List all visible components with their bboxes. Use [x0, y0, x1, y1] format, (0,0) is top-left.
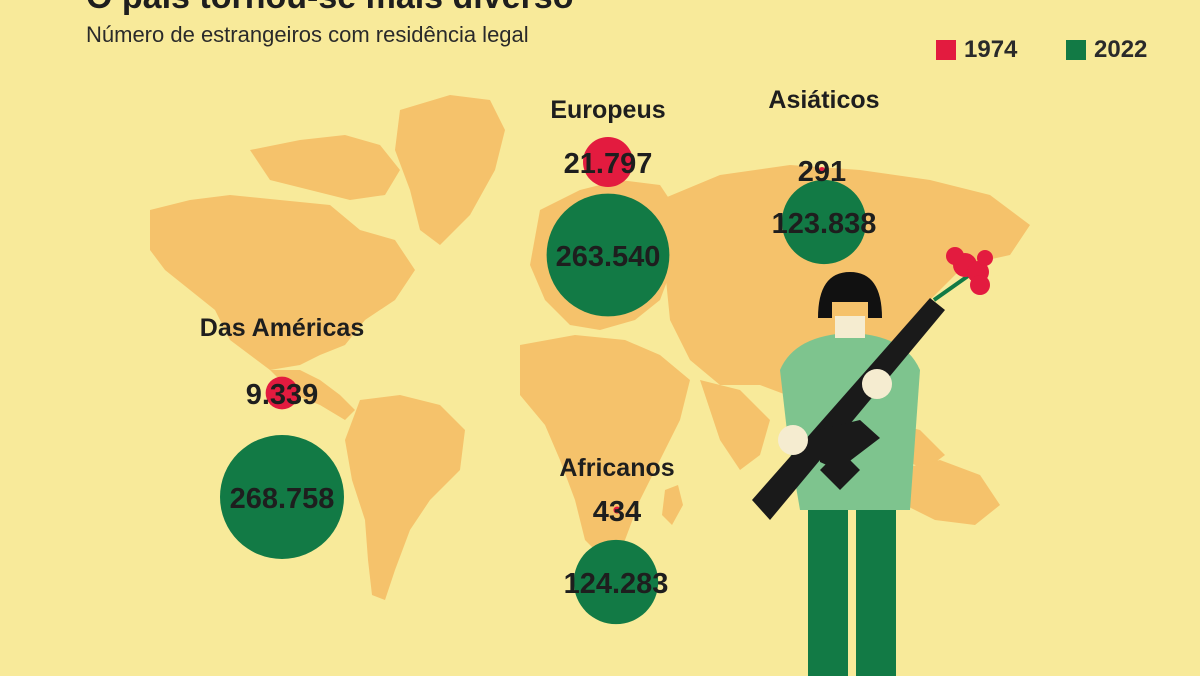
soldier-illustration [752, 247, 993, 676]
legend-label-1974: 1974 [964, 36, 1018, 63]
value-2022-das-americas: 268.758 [230, 483, 335, 515]
legend-swatch-2022 [1066, 40, 1086, 60]
soldier-hand-upper [862, 369, 892, 399]
value-1974-asiaticos: 291 [798, 156, 846, 188]
chart-title: O país tornou-se mais diverso [86, 0, 573, 17]
region-label-das-americas: Das Américas [200, 314, 364, 342]
soldier-left-leg [808, 506, 848, 676]
chart-subtitle: Número de estrangeiros com residência le… [86, 22, 529, 47]
rifle-icon [752, 298, 945, 520]
bubble-1974-asiaticos [819, 167, 825, 173]
bubble-1974-das-americas [265, 376, 299, 410]
value-1974-das-americas: 9.339 [246, 379, 319, 411]
carnation-stem [932, 274, 970, 302]
region-label-europeus: Europeus [550, 96, 665, 124]
land-greenland [395, 95, 505, 245]
carnation-icon [946, 247, 993, 295]
value-2022-europeus: 263.540 [556, 241, 661, 273]
land-africa [520, 335, 690, 560]
bubble-2022-asiaticos [781, 179, 867, 265]
legend-item-1974: 1974 [936, 36, 1017, 64]
bubble-2022-das-americas [220, 435, 344, 559]
bubble-2022-europeus [546, 193, 670, 317]
land-arctic-islands [250, 135, 400, 200]
region-label-asiaticos: Asiáticos [768, 86, 879, 114]
value-1974-europeus: 21.797 [564, 148, 653, 180]
land-south-america [345, 395, 465, 600]
soldier-hand-lower [778, 425, 808, 455]
legend-swatch-1974 [936, 40, 956, 60]
land-north-america [150, 195, 415, 370]
legend-item-2022: 2022 [1066, 36, 1147, 64]
legend-label-2022: 2022 [1094, 36, 1148, 63]
bubble-layer: Europeus 21.797 263.540 Asiáticos 291 123.838… [200, 86, 880, 625]
land-madagascar [662, 485, 683, 525]
bubble-1974-europeus [583, 137, 633, 187]
land-australia [895, 460, 1000, 525]
value-1974-africanos: 434 [593, 496, 641, 528]
land-india [700, 380, 770, 470]
region-label-africanos: Africanos [559, 454, 674, 482]
soldier-right-leg [856, 506, 896, 676]
soldier-neck [835, 316, 865, 338]
value-2022-asiaticos: 123.838 [772, 208, 877, 240]
value-2022-africanos: 124.283 [564, 568, 669, 600]
soldier-hair [818, 272, 882, 318]
bubble-1974-africanos [613, 506, 621, 514]
bubble-2022-africanos [573, 539, 659, 625]
